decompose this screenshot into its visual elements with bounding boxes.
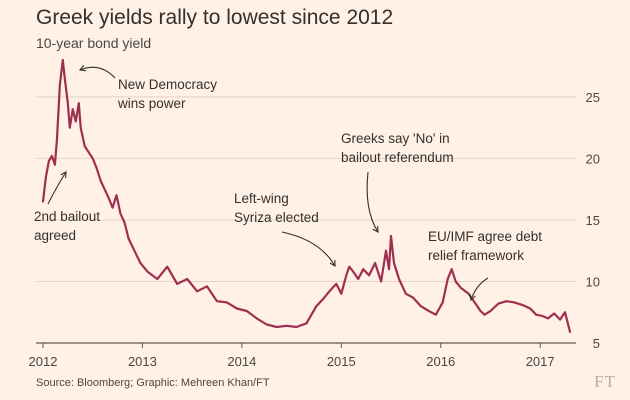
annotation: EU/IMF agree debt relief framework	[428, 229, 542, 302]
annotation-line: Left-wing	[234, 191, 289, 206]
annotation-label: EU/IMF agree debt relief framework	[428, 229, 542, 263]
y-tick-label: 15	[586, 213, 600, 228]
y-tick-label: 20	[586, 151, 600, 166]
annotation-arrow	[79, 66, 116, 79]
annotation-line: wins power	[117, 96, 186, 111]
annotation-label: Left-wing Syriza elected	[234, 191, 319, 225]
annotation-label: New Democracy wins power	[117, 77, 217, 111]
axes: 5 10 15 20 25 2012 2013 2014 2015 2016 2017	[29, 90, 600, 369]
annotation-arrow	[470, 277, 489, 301]
annotation-line: EU/IMF agree debt	[428, 229, 542, 244]
x-tick-label: 2017	[526, 354, 555, 369]
grid	[36, 96, 576, 282]
series-line-yield	[41, 58, 572, 333]
annotation: New Democracy wins power	[78, 65, 217, 111]
arrowhead	[469, 293, 476, 302]
annotation: Left-wing Syriza elected	[234, 191, 336, 267]
annotation-line: Greeks say 'No' in	[341, 131, 450, 146]
annotation-arrow	[47, 171, 67, 205]
ft-logo: FT	[594, 372, 616, 391]
annotation-line: 2nd bailout	[34, 209, 100, 224]
annotation-label: Greeks say 'No' in bailout referendum	[341, 131, 454, 165]
annotation-label: 2nd bailout agreed	[34, 209, 100, 243]
y-tick-label: 5	[593, 336, 600, 351]
arrowhead	[329, 259, 336, 267]
x-tick-label: 2015	[327, 354, 356, 369]
x-tick-label: 2013	[128, 354, 157, 369]
y-tick-label: 10	[586, 274, 600, 289]
annotation-arrow	[281, 231, 336, 267]
annotation-line: agreed	[34, 228, 76, 243]
annotation-line: relief framework	[428, 248, 524, 263]
annotation-line: Syriza elected	[234, 210, 319, 225]
x-tick-label: 2014	[227, 354, 256, 369]
arrowhead	[372, 225, 379, 233]
x-tick-label: 2016	[426, 354, 455, 369]
chart-source: Source: Bloomberg; Graphic: Mehreen Khan…	[36, 377, 270, 389]
annotation: 2nd bailout agreed	[34, 171, 100, 243]
annotation-line: New Democracy	[118, 77, 217, 92]
arrowhead	[78, 65, 87, 72]
arrowhead	[60, 171, 67, 179]
x-tick-label: 2012	[29, 354, 58, 369]
annotation: Greeks say 'No' in bailout referendum	[341, 131, 454, 233]
series-layer	[41, 58, 572, 333]
y-tick-label: 25	[586, 90, 600, 105]
chart-title: Greek yields rally to lowest since 2012	[36, 6, 394, 29]
annotation-line: bailout referendum	[341, 150, 454, 165]
annotation-arrow	[366, 171, 379, 233]
chart-subtitle: 10-year bond yield	[36, 35, 152, 51]
annotations: New Democracy wins power 2nd bailout agreed…	[34, 65, 542, 302]
